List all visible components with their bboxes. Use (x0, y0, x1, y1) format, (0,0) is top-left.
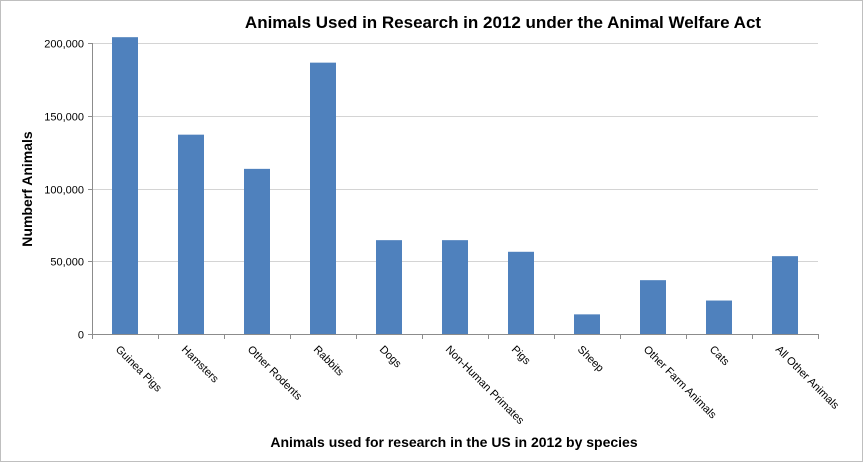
bar-other-rodents (244, 168, 270, 334)
chart-title: Animals Used in Research in 2012 under t… (245, 13, 761, 32)
y-tick-label: 100,000 (44, 185, 84, 197)
x-tick-label: All Other Animals (773, 344, 841, 412)
bar-hamsters (178, 134, 204, 334)
x-tick-label: Other Rodents (245, 344, 304, 403)
gridlines (88, 43, 819, 339)
y-tick-label: 150,000 (44, 112, 84, 124)
x-tick-label: Guinea Pigs (113, 344, 164, 395)
x-tick-label: Pigs (509, 344, 533, 368)
y-tick-label: 50,000 (50, 257, 84, 269)
x-tick-label: Cats (707, 344, 732, 369)
bar-cats (706, 300, 732, 334)
x-tick-label: Rabbits (311, 344, 346, 379)
bar-non-human-primates (442, 240, 468, 334)
bar-other-farm-animals (640, 280, 666, 334)
x-axis-title: Animals used for research in the US in 2… (270, 434, 637, 450)
x-tick-label: Hamsters (179, 344, 221, 386)
bars (112, 37, 798, 335)
x-tick-label: Sheep (575, 344, 606, 375)
y-axis-title: Numberf Animals (19, 131, 35, 247)
y-tick-label: 0 (78, 330, 84, 342)
bar-rabbits (310, 62, 336, 335)
y-tick-labels: 0 50,000 100,000 150,000 200,000 (44, 39, 84, 342)
bar-dogs (376, 240, 402, 334)
bar-sheep (574, 314, 600, 334)
axes (92, 43, 818, 335)
bar-all-other-animals (772, 256, 798, 334)
x-tick-label: Dogs (377, 344, 404, 371)
y-tick-label: 200,000 (44, 39, 84, 51)
x-tick-labels: Guinea Pigs Hamsters Other Rodents Rabbits D… (113, 344, 841, 428)
bar-pigs (508, 251, 534, 334)
bar-guinea-pigs (112, 37, 138, 335)
x-tick-label: Other Farm Animals (641, 344, 719, 422)
